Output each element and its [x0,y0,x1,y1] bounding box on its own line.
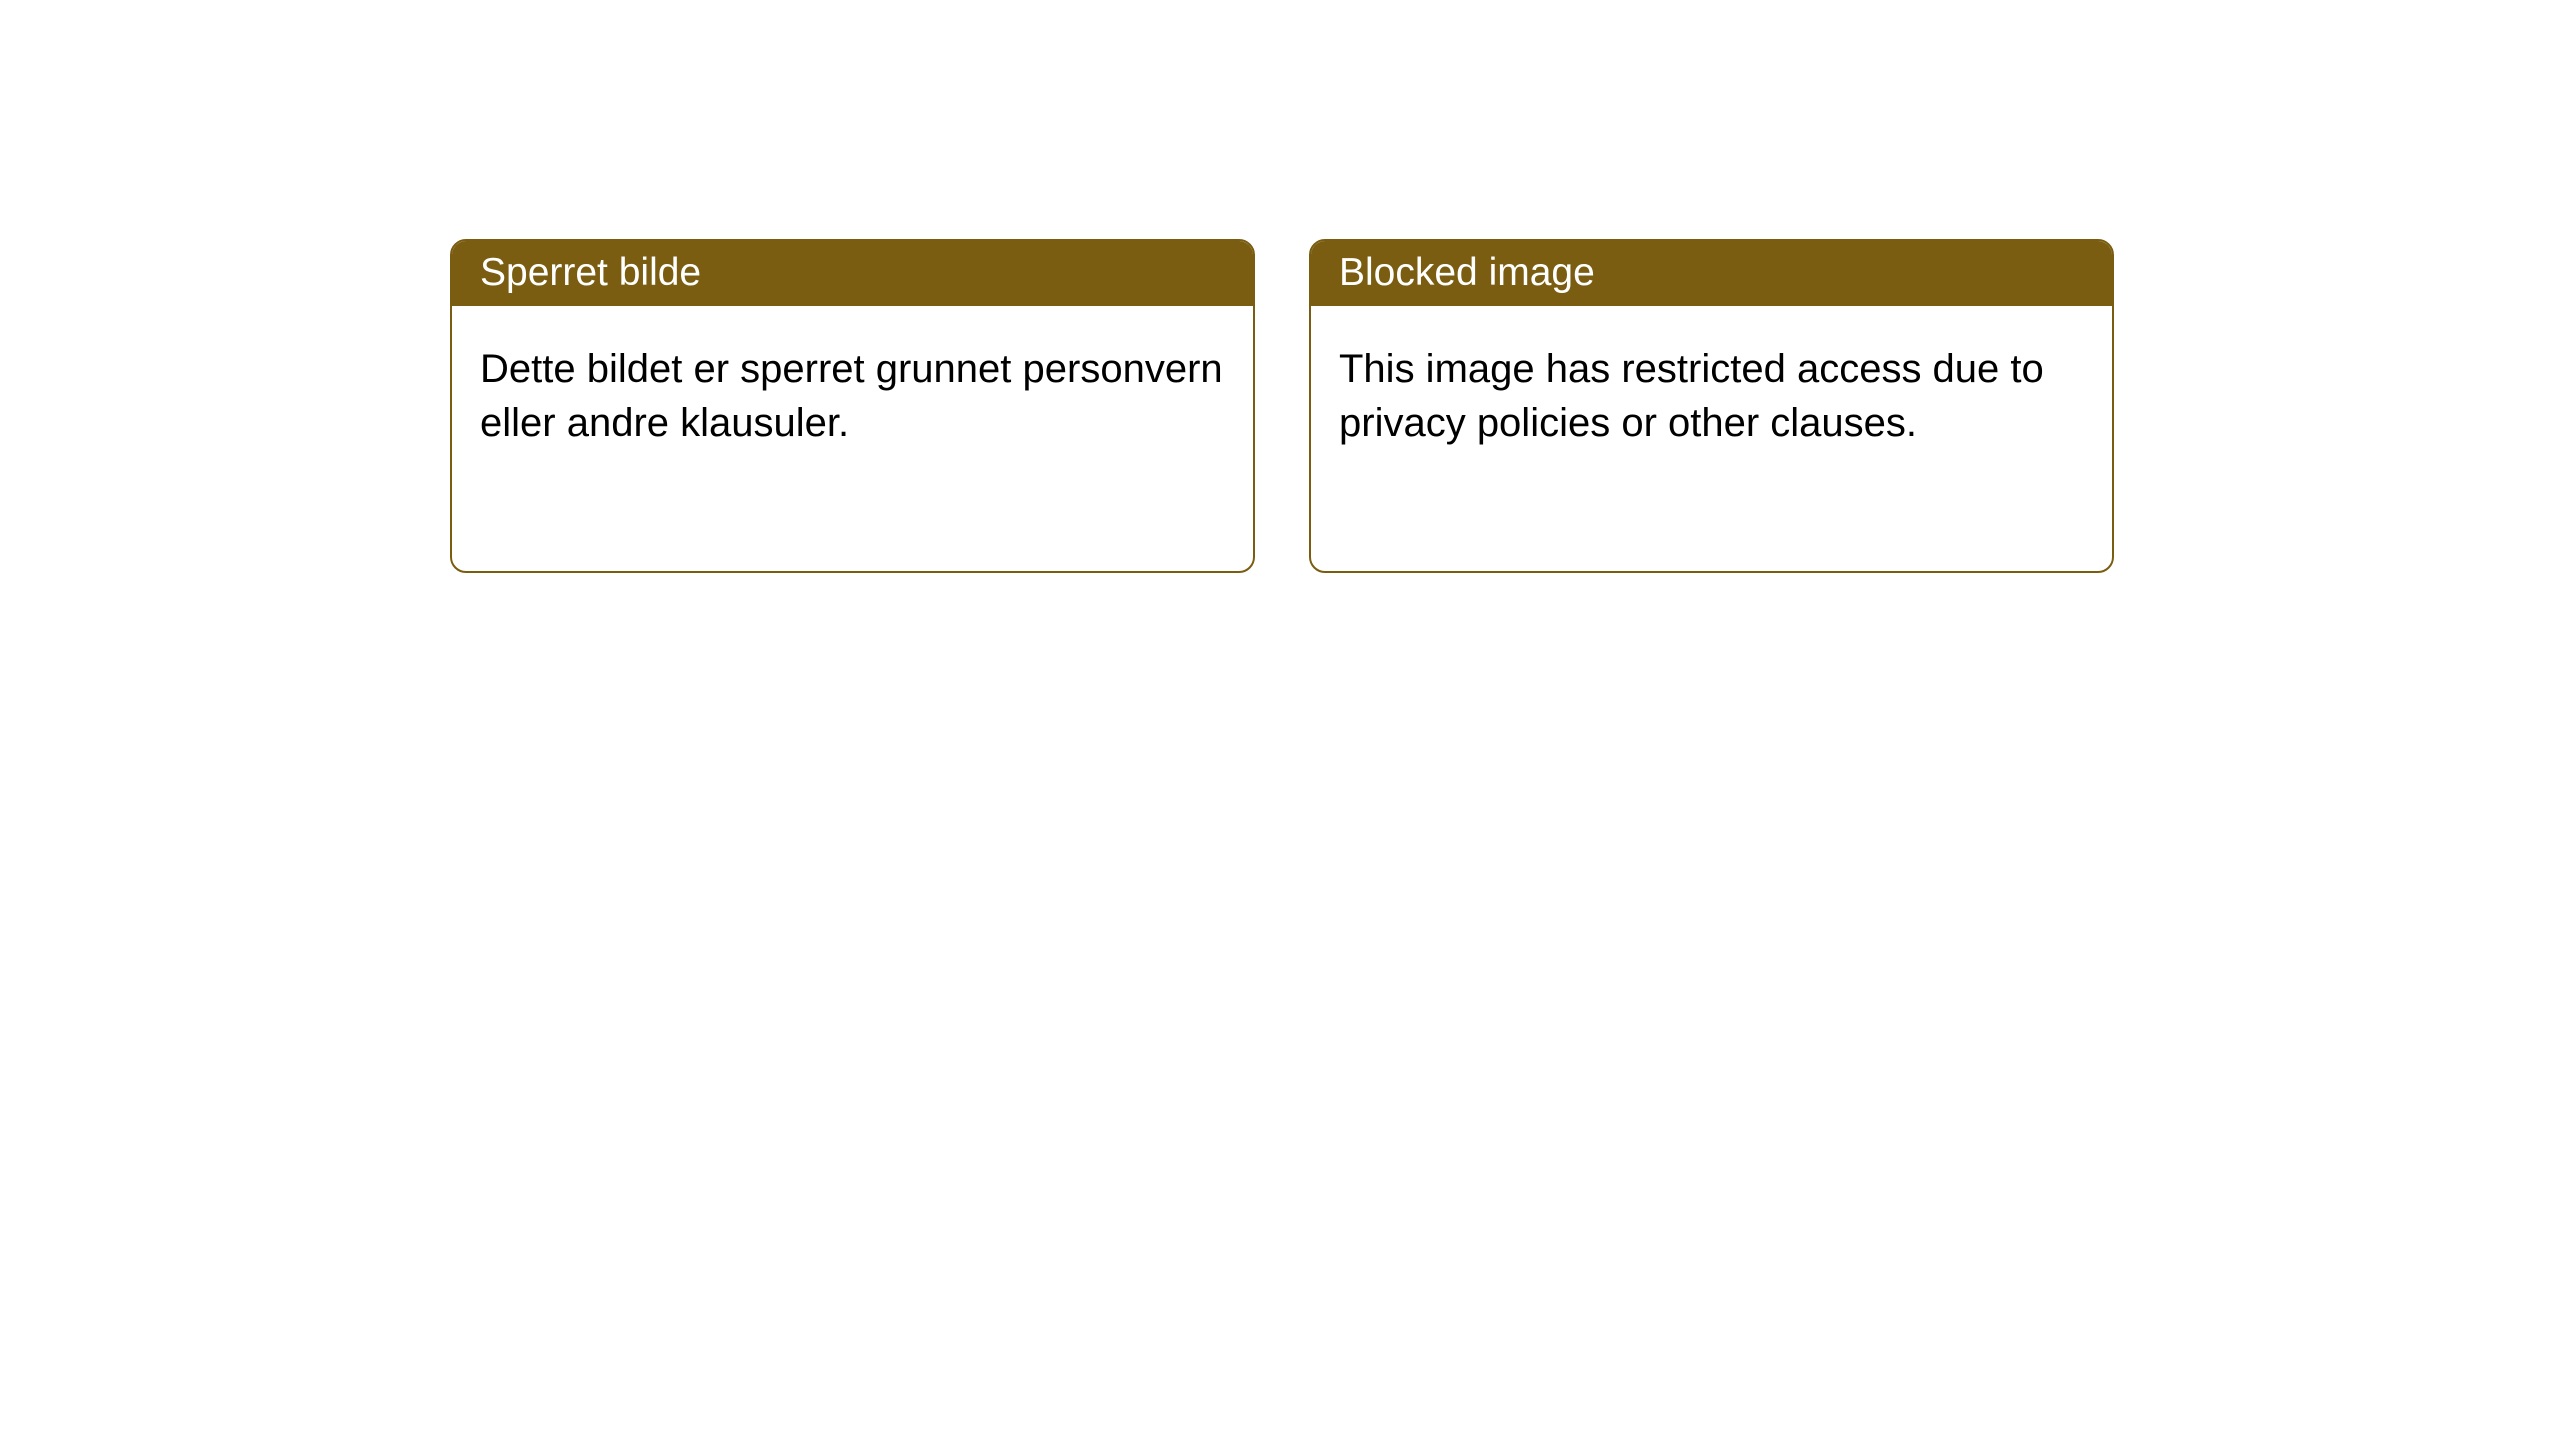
notice-card-norwegian: Sperret bilde Dette bildet er sperret gr… [450,239,1255,573]
notice-container: Sperret bilde Dette bildet er sperret gr… [450,239,2114,573]
notice-header-english: Blocked image [1311,241,2112,306]
notice-header-norwegian: Sperret bilde [452,241,1253,306]
notice-body-norwegian: Dette bildet er sperret grunnet personve… [452,306,1253,571]
notice-body-english: This image has restricted access due to … [1311,306,2112,571]
notice-card-english: Blocked image This image has restricted … [1309,239,2114,573]
